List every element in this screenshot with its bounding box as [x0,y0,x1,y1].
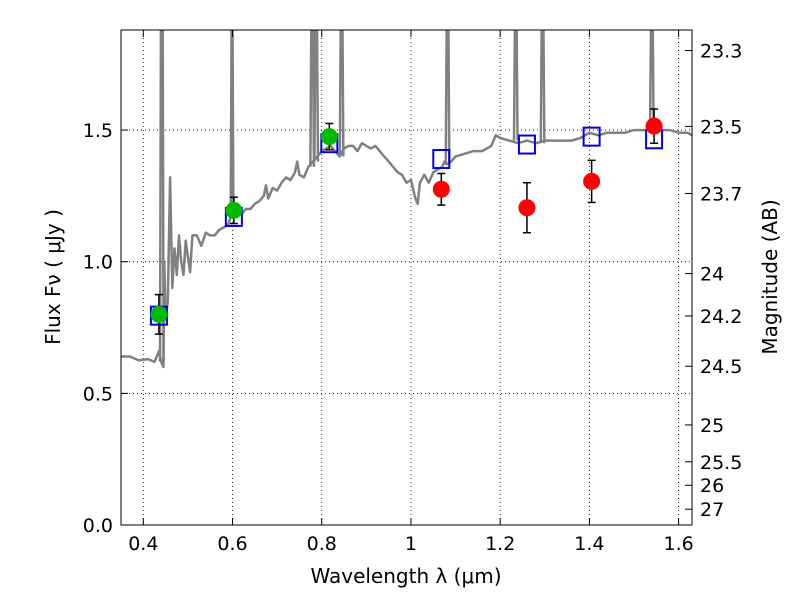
x-tick-label: 0.8 [307,533,337,555]
y-tick-label: 1.0 [83,252,113,274]
mag-tick-label: 25 [700,415,724,437]
model-photometry-square [582,126,601,147]
nir-data-point [518,199,536,217]
model-sed-line [121,30,692,369]
emission-line-spike [512,30,519,141]
nir-data-point [432,180,450,198]
emission-line-spike [229,30,235,32]
x-tick-label: 0.6 [217,533,247,555]
mag-tick-label: 23.3 [700,41,742,63]
nir-data-point [645,117,663,135]
mag-tick-label: 27 [700,499,724,521]
model-photometry-square [432,149,451,170]
emission-line-spike [338,30,345,157]
mag-tick-label: 23.5 [700,116,742,138]
x-axis-label: Wavelength λ (μm) [310,564,501,588]
optical-data-point [320,128,338,146]
mag-tick-label: 24.5 [700,356,742,378]
y2-axis-label: Magnitude (AB) [758,199,782,354]
x-tick-label: 1.2 [485,533,515,555]
axes-frame [120,29,693,526]
mag-tick-label: 23.7 [700,184,742,206]
y-tick-label: 0.5 [83,383,113,405]
x-tick-label: 1.6 [664,533,694,555]
plot-area [121,30,692,369]
optical-data-point [150,305,168,323]
emission-line-spike [444,30,451,165]
y-axis-label: Flux Fν ( μJy ) [41,209,65,345]
mag-tick-label: 24.2 [700,306,742,328]
mag-tick-label: 26 [700,475,724,497]
mag-tick-label: 25.5 [700,452,742,474]
grid-lines [121,30,692,525]
emission-line-spike [313,30,320,162]
y-tick-label: 1.5 [83,120,113,142]
x-tick-label: 1.4 [574,533,604,555]
axis-ticks: 0.4 0.6 0.8 1 1.2 1.4 1.6 0.0 0.5 1.0 1.5 23.3 23.5 2… [83,30,742,555]
emission-line-spike [648,30,655,131]
x-tick-label: 0.4 [128,533,158,555]
nir-data-point [583,172,601,190]
model-photometry-square [517,134,536,155]
emission-line-spike [309,30,316,167]
emission-line-spike [158,30,165,362]
y-tick-label: 0.0 [83,515,113,537]
x-tick-label: 1 [405,533,417,555]
emission-line-spike [539,30,546,144]
optical-data-point [225,201,243,219]
mag-tick-label: 24 [700,264,724,286]
